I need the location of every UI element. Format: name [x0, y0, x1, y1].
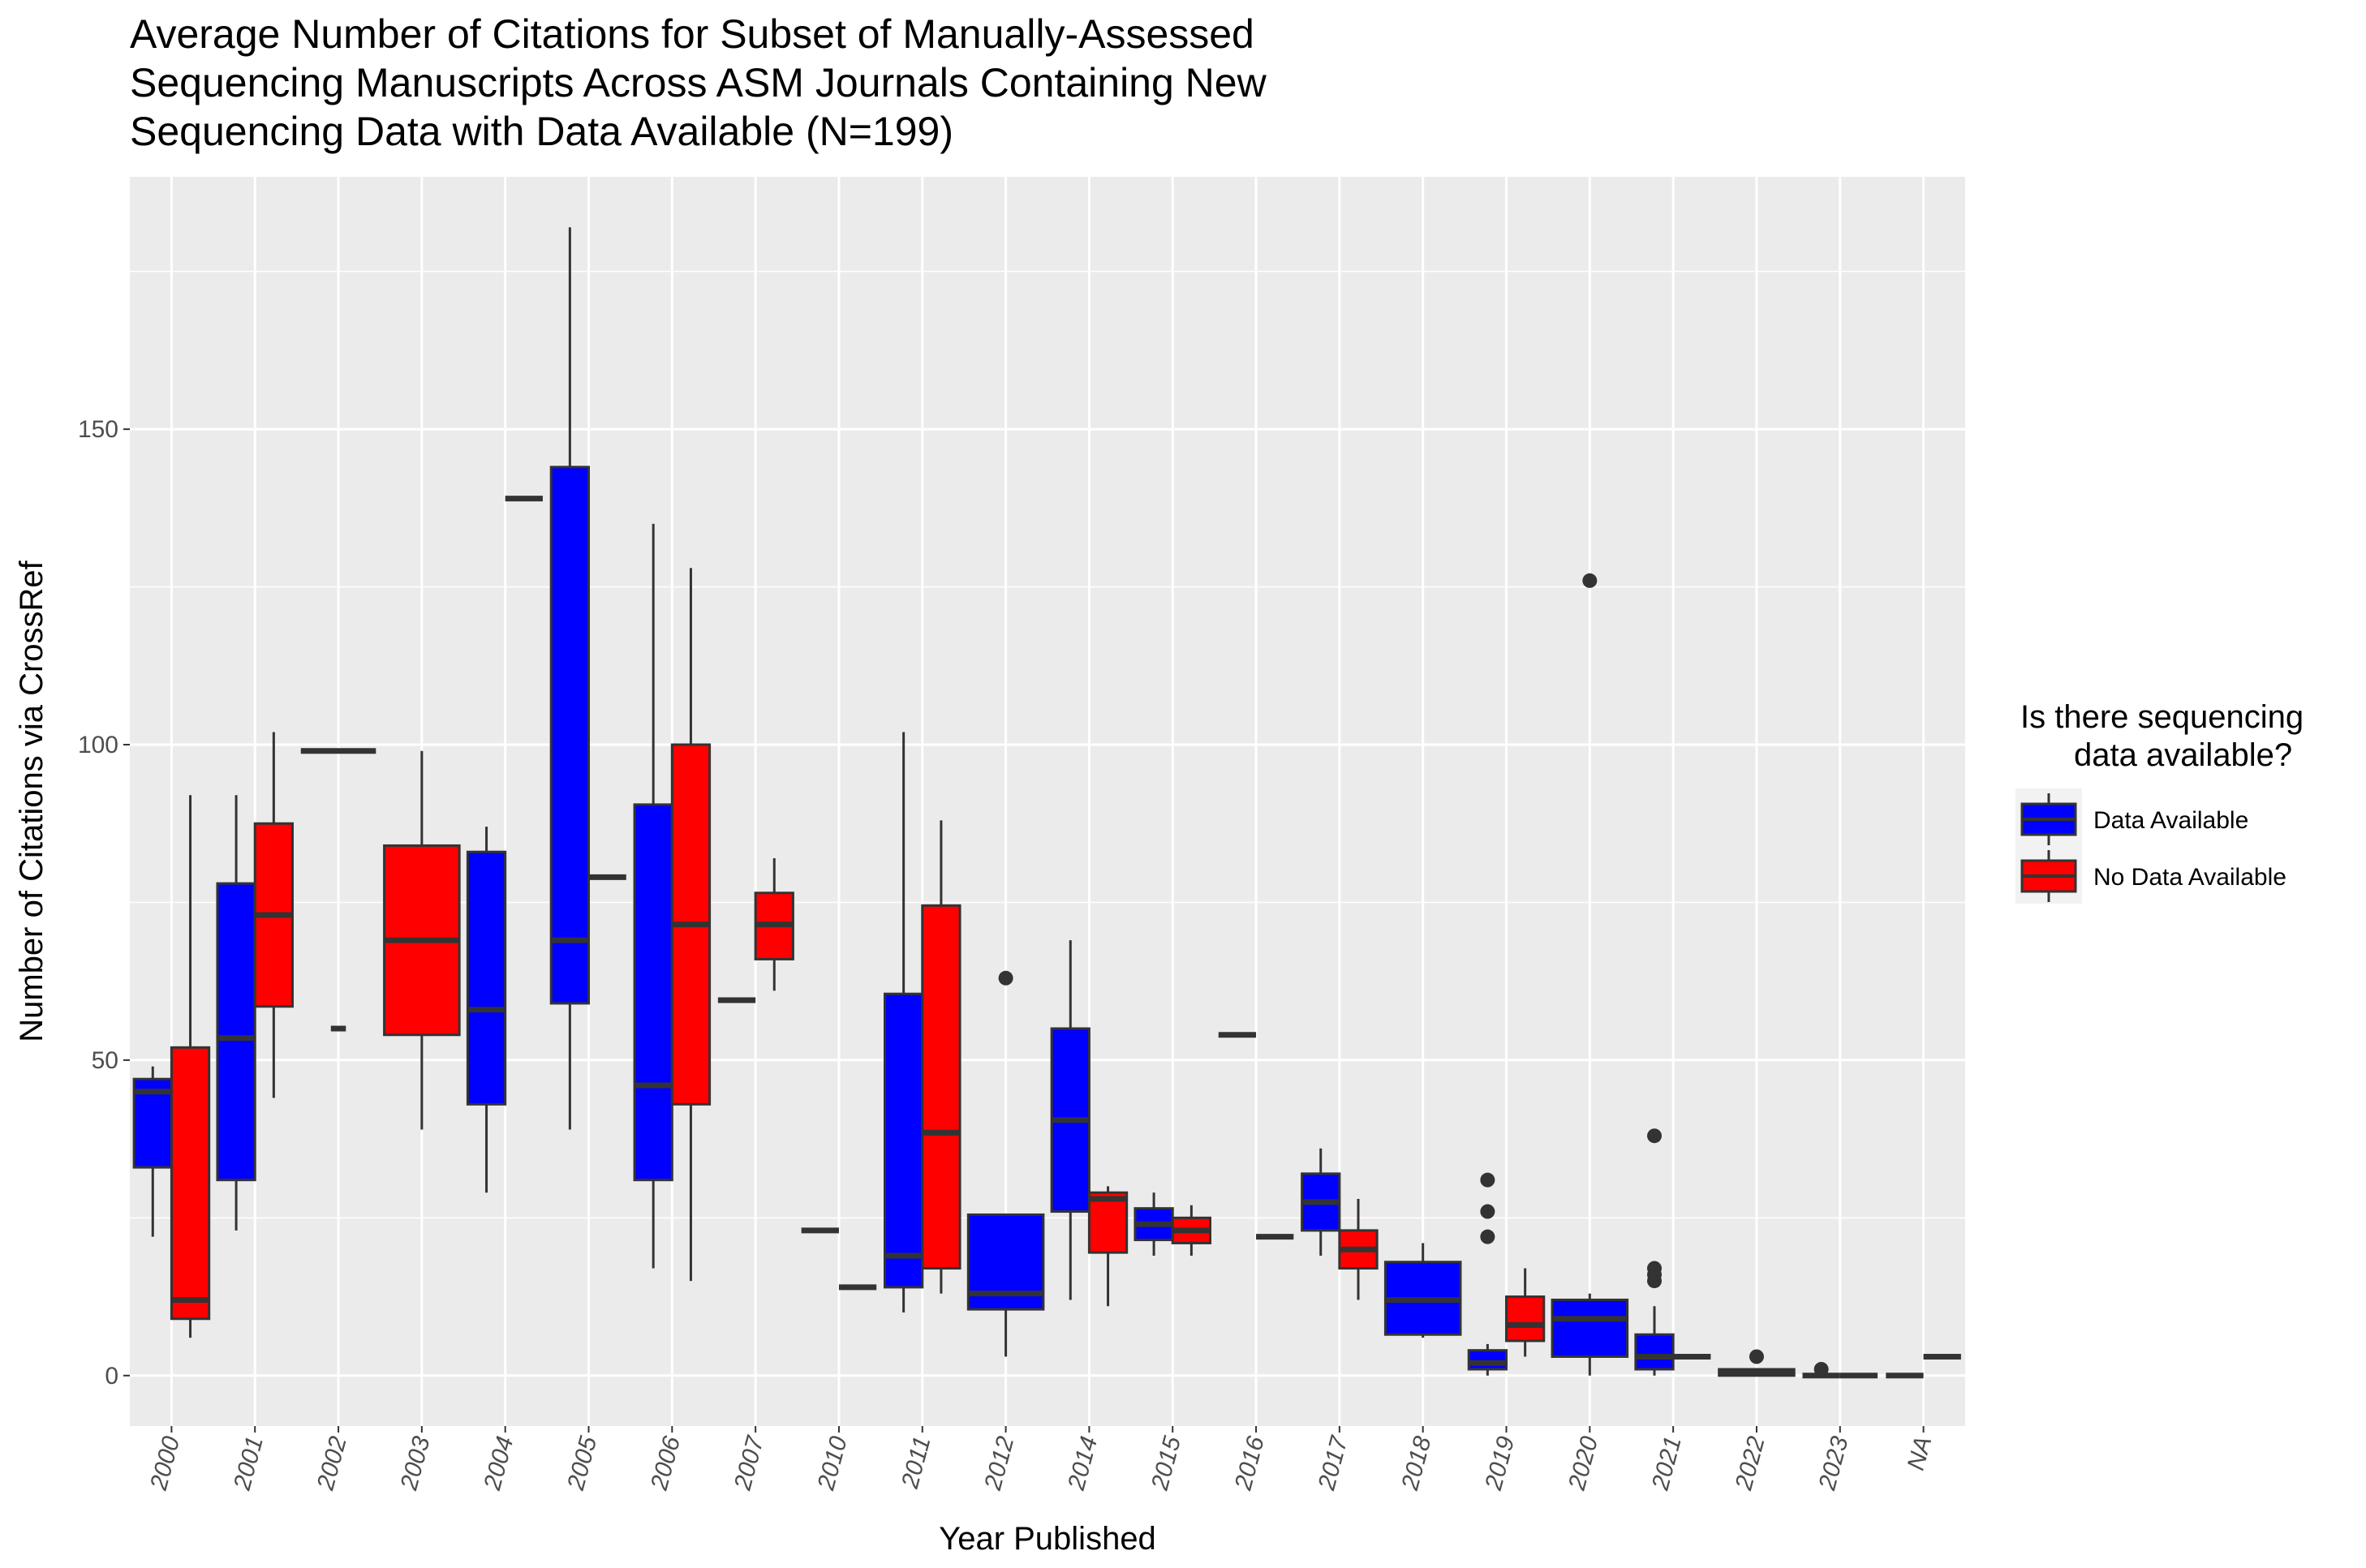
x-tick-label: 2016 [1229, 1433, 1269, 1493]
outlier-point [1647, 1128, 1663, 1144]
y-tick-labels: 0 50 100 150 [78, 416, 130, 1390]
x-tick-label: 2000 [145, 1433, 185, 1493]
y-tick-label: 0 [105, 1363, 118, 1390]
box-data-available-2023 [1802, 1362, 1840, 1379]
box-body [1467, 1349, 1508, 1371]
x-tick-label: 2002 [312, 1433, 351, 1493]
box-data-available-2022 [1718, 1349, 1796, 1377]
x-tick-label: 2012 [979, 1433, 1019, 1493]
box-no-data-available-2017 [1338, 1199, 1379, 1300]
x-tick-label: 2011 [897, 1433, 936, 1492]
x-tick-label: 2014 [1063, 1433, 1103, 1493]
box-no-data-available-2019 [1505, 1268, 1546, 1357]
x-tick-label: 2007 [729, 1433, 769, 1493]
x-tick-label: 2015 [1146, 1433, 1186, 1493]
x-tick-label: 2003 [395, 1433, 435, 1493]
box-no-data-available-2003 [383, 750, 461, 1130]
outlier-point [1480, 1204, 1495, 1219]
box-body [921, 904, 961, 1270]
chart-title-line-3: Sequencing Data with Data Available (N=1… [130, 109, 953, 154]
legend-label: Data Available [2093, 807, 2248, 834]
x-tick-label: 2018 [1396, 1433, 1436, 1493]
plot-panel [130, 177, 1965, 1426]
outlier-point [1480, 1229, 1495, 1244]
outlier-point [1480, 1172, 1495, 1188]
box-no-data-available-2000 [170, 795, 211, 1338]
outlier-point [1647, 1261, 1663, 1276]
legend-title-line-2: data available? [2074, 737, 2292, 773]
box-data-available-2012 [966, 970, 1045, 1357]
x-tick-label: NA [1903, 1433, 1938, 1473]
outlier-point [998, 970, 1013, 986]
box-body [1634, 1333, 1675, 1371]
y-tick-label: 100 [78, 732, 118, 758]
x-tick-label: 2004 [479, 1433, 518, 1493]
x-tick-label: 2023 [1813, 1433, 1853, 1493]
y-tick-label: 50 [92, 1047, 118, 1074]
chart-title-line-1: Average Number of Citations for Subset o… [130, 11, 1254, 57]
box-data-available-2001 [216, 795, 256, 1231]
legend: Is there sequencing data available? Data… [2015, 699, 2304, 904]
x-axis-title: Year Published [939, 1521, 1156, 1557]
box-no-data-available-2015 [1171, 1205, 1211, 1256]
y-axis-title: Number of Citations via CrossRef [14, 560, 49, 1042]
chart-title: Average Number of Citations for Subset o… [130, 10, 1671, 156]
outlier-point [1813, 1362, 1829, 1377]
box-data-available-2019 [1467, 1172, 1508, 1376]
box-no-data-available-2006 [670, 568, 712, 1282]
grid-lines [130, 177, 1965, 1426]
box-data-available-2018 [1383, 1243, 1462, 1338]
box-no-data-available-2007 [754, 858, 794, 991]
x-tick-label: 2019 [1480, 1433, 1520, 1493]
legend-label: No Data Available [2093, 864, 2286, 891]
x-tick-label: 2010 [812, 1433, 852, 1493]
outlier-point [1582, 573, 1598, 588]
box-body [1087, 1191, 1129, 1254]
box-body [884, 992, 924, 1289]
box-no-data-available-2014 [1087, 1186, 1129, 1307]
box-no-data-available-2001 [253, 732, 294, 1098]
box-body [1505, 1295, 1546, 1342]
outlier-point [1749, 1349, 1764, 1364]
box-data-available-2014 [1050, 940, 1091, 1300]
box-data-available-2021 [1634, 1128, 1675, 1376]
x-tick-label: 2022 [1730, 1433, 1770, 1493]
box-no-data-available-2011 [921, 820, 961, 1294]
box-body [1551, 1298, 1629, 1358]
box-data-available-2004 [466, 827, 507, 1193]
legend-item-no-data-available: No Data Available [2020, 850, 2286, 902]
x-tick-label: 2017 [1313, 1433, 1353, 1493]
box-body [549, 466, 590, 1005]
box-body [216, 882, 256, 1182]
box-data-available-2015 [1134, 1192, 1174, 1256]
chart-title-line-2: Sequencing Manuscripts Across ASM Journa… [130, 60, 1267, 105]
x-tick-label: 2021 [1646, 1433, 1686, 1493]
x-tick-labels: 2000 2001 2002 2003 2004 2005 2006 2007 2010 2011… [145, 1426, 1938, 1493]
x-tick-label: 2006 [646, 1433, 686, 1493]
x-tick-label: 2005 [562, 1433, 602, 1493]
x-tick-label: 2001 [229, 1433, 269, 1493]
x-tick-label: 2020 [1564, 1433, 1603, 1493]
box-body [633, 803, 673, 1182]
box-data-available-2005 [549, 227, 590, 1130]
legend-item-data-available: Data Available [2020, 793, 2248, 845]
legend-title-line-1: Is there sequencing [2020, 699, 2304, 735]
y-tick-label: 150 [78, 416, 118, 443]
box-data-available-2020 [1551, 573, 1629, 1376]
box-body [170, 1046, 211, 1321]
box-data-available-2000 [132, 1066, 173, 1237]
box-data-available-2017 [1301, 1148, 1341, 1256]
box-data-available-2006 [633, 523, 673, 1269]
box-body [466, 850, 507, 1106]
box-marks [132, 227, 1961, 1379]
